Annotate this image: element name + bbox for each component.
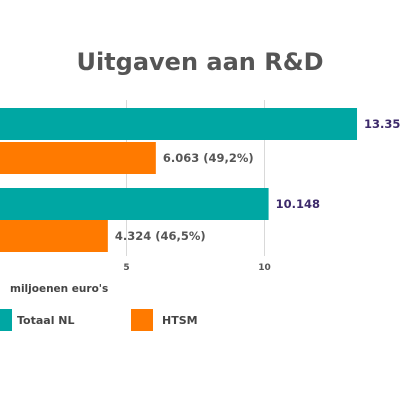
- legend-swatch-totaal-nl: [0, 309, 12, 331]
- legend-label-htsm: HTSM: [162, 314, 198, 327]
- bar-htsm-1: [0, 220, 108, 252]
- bar-htsm-0: [0, 142, 156, 174]
- value-label: 10.148: [276, 197, 320, 211]
- legend-label-totaal-nl: Totaal NL: [17, 314, 75, 327]
- x-tick-label: 5: [123, 263, 129, 273]
- bar-totaal-nl-0: [0, 108, 358, 140]
- legend-swatch-htsm: [131, 309, 153, 331]
- bars: [0, 108, 358, 252]
- unit-label: miljoenen euro's: [10, 283, 109, 295]
- value-label: 13.352: [364, 117, 400, 131]
- value-labels: 13.352 10.148 6.063 (49,2%) 4.324 (46,5%): [115, 117, 400, 243]
- x-tick-label: 10: [258, 263, 271, 273]
- value-label: 4.324 (46,5%): [115, 229, 206, 243]
- value-label: 6.063 (49,2%): [163, 151, 254, 165]
- chart-title: Uitgaven aan R&D: [76, 48, 324, 76]
- bar-totaal-nl-1: [0, 188, 269, 220]
- x-axis-ticks: 5 10: [123, 263, 270, 273]
